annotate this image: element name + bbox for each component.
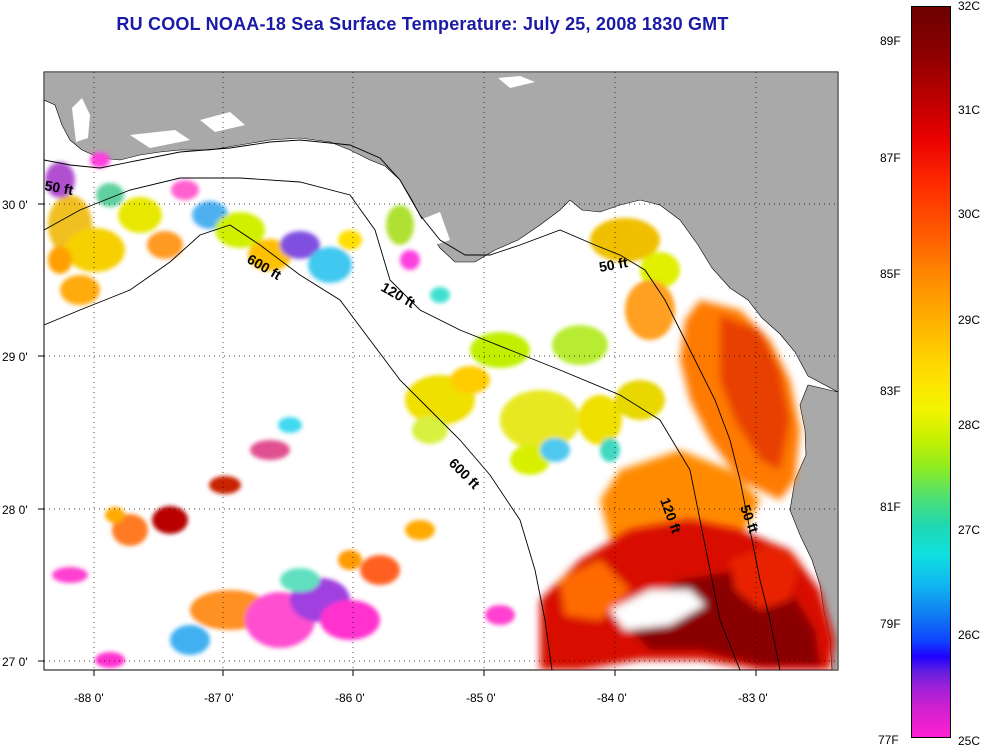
sst-patches-southeast — [540, 520, 835, 670]
lon-tick-label: -84 0' — [597, 691, 627, 705]
colorbar-fahrenheit-label: 85F — [880, 267, 901, 281]
contour-line-120 — [44, 177, 741, 670]
bay-pensacola — [130, 130, 190, 148]
colorbar-celsius-label: 27C — [958, 523, 981, 537]
lon-tick-label: -87 0' — [204, 691, 234, 705]
lon-tick-label: -83 0' — [738, 691, 768, 705]
colorbar-celsius-label: 25C — [958, 734, 981, 748]
contour-label-50-nw: 50 ft — [43, 177, 74, 198]
colorbar-fahrenheit-label: 81F — [880, 500, 901, 514]
bay-mobile — [72, 98, 90, 142]
lat-tick-label: 27 0' — [2, 655, 28, 669]
axis-ticks — [38, 203, 757, 676]
lon-tick-label: -85 0' — [466, 691, 496, 705]
lon-tick-label: -86 0' — [335, 691, 365, 705]
colorbar-fahrenheit-label: 83F — [880, 384, 901, 398]
sst-patches-central — [405, 218, 680, 475]
contour-line-600 — [44, 224, 553, 670]
lat-tick-label: 28 0' — [2, 503, 28, 517]
colorbar-celsius-label: 32C — [958, 0, 981, 13]
colorbar-celsius-label: 29C — [958, 313, 981, 327]
bathymetry-contours — [44, 139, 781, 670]
sst-patches-southwest — [52, 417, 515, 668]
colorbar-celsius-label: 31C — [958, 103, 981, 117]
contour-line-50-north — [44, 139, 781, 670]
colorbar-fahrenheit-label: 89F — [880, 34, 901, 48]
lon-tick-label: -88 0' — [74, 691, 104, 705]
colorbar — [911, 6, 951, 738]
lake-north — [498, 76, 535, 88]
colorbar-celsius-label: 30C — [958, 207, 981, 221]
contour-label-50-ne: 50 ft — [598, 254, 629, 275]
lat-tick-label: 29 0' — [2, 350, 28, 364]
colorbar-celsius-label: 28C — [958, 418, 981, 432]
lat-tick-label: 30 0' — [2, 198, 28, 212]
bay-choctaw — [200, 112, 245, 132]
colorbar-fahrenheit-label: 79F — [880, 617, 901, 631]
sst-patches-northwest — [45, 152, 450, 305]
colorbar-celsius-label: 26C — [958, 628, 981, 642]
bay-apalachicola — [420, 212, 450, 246]
map-title: RU COOL NOAA-18 Sea Surface Temperature:… — [116, 14, 729, 34]
colorbar-fahrenheit-label: 77F — [878, 733, 899, 747]
colorbar-fahrenheit-label: 87F — [880, 151, 901, 165]
